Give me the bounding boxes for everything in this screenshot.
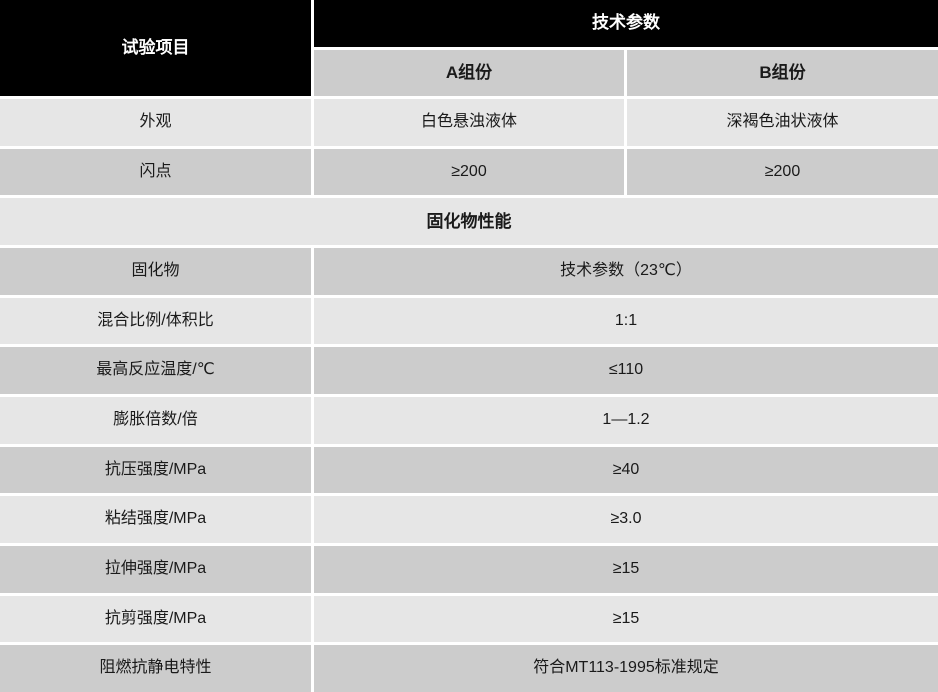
header-test-item: 试验项目	[0, 0, 311, 96]
row-bonding-strength-value: ≥3.0	[314, 496, 938, 543]
section-title-cured-properties: 固化物性能	[0, 198, 938, 245]
row-compressive-strength-label: 抗压强度/MPa	[0, 446, 311, 494]
row-expansion-ratio-label: 膨胀倍数/倍	[0, 397, 311, 444]
row-cured-label: 固化物	[0, 248, 311, 295]
row-tensile-strength-label: 拉伸强度/MPa	[0, 546, 311, 593]
row-flame-antistatic-value: 符合MT113-1995标准规定	[314, 645, 938, 692]
row-flashpoint-value-a: ≥200	[314, 148, 624, 196]
row-appearance-value-b: 深褐色油状液体	[627, 99, 938, 146]
row-shear-strength-value: ≥15	[314, 595, 938, 643]
subheader-component-a: A组份	[314, 50, 624, 96]
row-max-reaction-temp-value: ≤110	[314, 347, 938, 394]
row-flashpoint-value-b: ≥200	[627, 148, 938, 196]
row-bonding-strength-label: 粘结强度/MPa	[0, 496, 311, 543]
row-shear-strength-label: 抗剪强度/MPa	[0, 595, 311, 643]
header-tech-params: 技术参数	[314, 0, 938, 47]
row-mix-ratio-value: 1:1	[314, 297, 938, 345]
row-tensile-strength-value: ≥15	[314, 546, 938, 593]
subheader-component-b: B组份	[627, 50, 938, 96]
row-mix-ratio-label: 混合比例/体积比	[0, 297, 311, 345]
row-max-reaction-temp-label: 最高反应温度/℃	[0, 347, 311, 394]
row-flashpoint-label: 闪点	[0, 148, 311, 196]
row-flame-antistatic-label: 阻燃抗静电特性	[0, 645, 311, 692]
row-cured-value: 技术参数（23℃）	[314, 248, 938, 295]
row-appearance-value-a: 白色悬浊液体	[314, 99, 624, 146]
row-compressive-strength-value: ≥40	[314, 446, 938, 494]
row-appearance-label: 外观	[0, 99, 311, 146]
row-expansion-ratio-value: 1—1.2	[314, 397, 938, 444]
